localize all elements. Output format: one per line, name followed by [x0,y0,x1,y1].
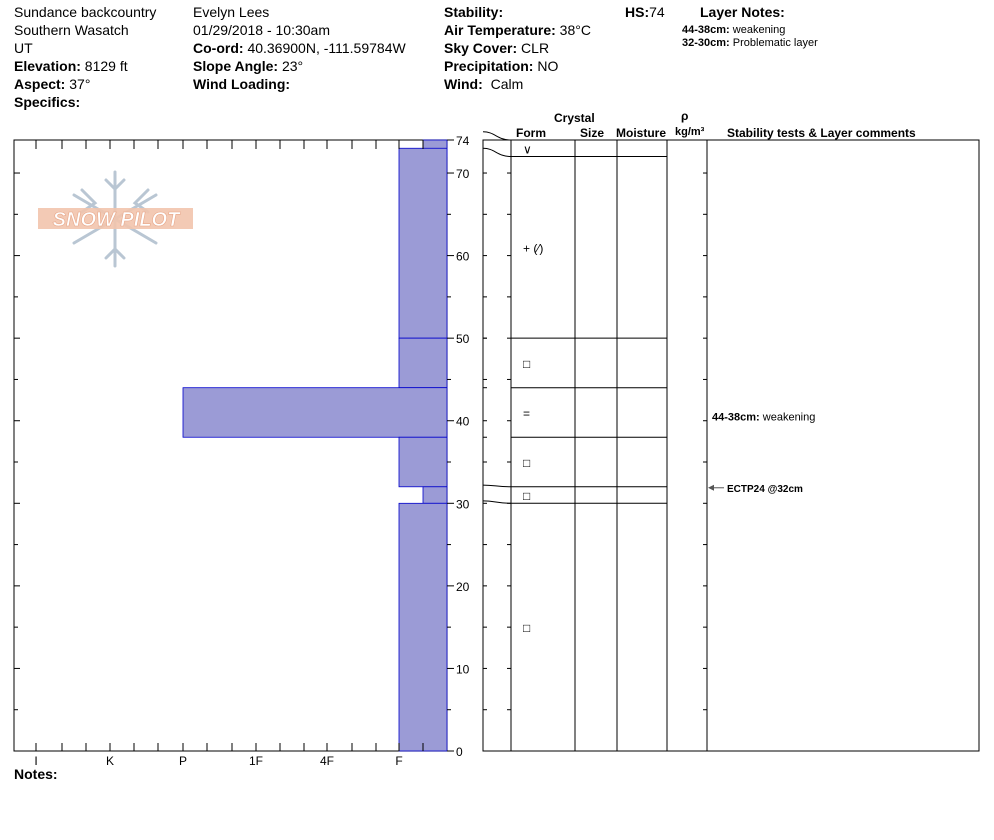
hardness-label: 1F [249,754,263,768]
density-unit-header: kg/m³ [675,126,705,138]
hs-value: 74 [649,4,665,20]
sky-label: Sky Cover: [444,40,518,56]
height-tick-label: 30 [456,497,470,511]
height-tick-label: 20 [456,580,470,594]
hardness-label: P [179,754,187,768]
layer-note-range: 32-30cm: [682,37,730,49]
stability-test-label: ECTP24 @32cm [727,484,803,495]
precip-label: Precipitation: [444,58,534,74]
hardness-bar [398,337,448,389]
air-temp-value: 38°C [559,22,591,38]
state: UT [14,40,33,56]
hardness-label: F [395,754,402,768]
size-header: Size [580,126,605,140]
grain-form-symbol: + (⁄) [523,241,543,255]
coord-label: Co-ord: [193,40,244,56]
grain-form-symbol: □ [523,456,530,470]
elevation-label: Elevation: [14,58,81,74]
coord-value: 40.36900N, -111.59784W [247,40,406,56]
sky-value: CLR [521,40,550,56]
hardness-bar [398,147,448,339]
wind-loading-label: Wind Loading: [193,76,291,92]
stability-comments-header: Stability tests & Layer comments [727,126,916,140]
layer-notes-title: Layer Notes: [700,4,785,20]
height-tick-label: 70 [456,167,470,181]
hardness-bar [422,486,448,504]
height-tick-label: 10 [456,662,470,676]
notes-label: Notes: [14,766,58,782]
layer-connector-line [482,131,512,141]
layer-connector-line [482,500,512,504]
stability-label: Stability: [444,4,504,20]
slope-label: Slope Angle: [193,58,279,74]
grain-form-symbol: □ [523,489,530,503]
hardness-bar [398,502,448,752]
height-tick-label: 50 [456,332,470,346]
wind-value: Calm [490,76,524,92]
elevation-value: 8129 ft [84,58,128,74]
specifics-label: Specifics: [14,94,81,110]
height-tick-label: 40 [456,415,470,429]
precip-value: NO [537,58,559,74]
slope-value: 23° [281,58,304,74]
slope-angle: Slope Angle: 23° [193,58,303,74]
height-tick-label: 0 [456,745,463,759]
layer-comment-text: weakening [762,412,816,424]
logo-text: SNOW PILOT [53,209,181,231]
wind: Wind: Calm [444,76,523,92]
hardness-label: K [106,754,114,768]
form-header: Form [516,126,546,140]
hardness-label: I [34,754,37,768]
observer: Evelyn Lees [193,4,270,20]
layer-note-2: 32-30cm: Problematic layer [682,37,818,50]
grain-form-symbol: ∨ [523,142,532,156]
layer-note-text: weakening [732,24,786,36]
height-tick-label: 74 [456,134,470,148]
height-tick-label: 60 [456,250,470,264]
layer-note-1: 44-38cm: weakening [682,24,785,37]
grain-form-symbol: = [523,406,530,420]
air-temperature: Air Temperature: 38°C [444,22,591,38]
elevation: Elevation: 8129 ft [14,58,128,74]
layer-connector-line [482,147,512,158]
grain-form-symbol: □ [523,621,530,635]
layer-note-text: Problematic layer [732,37,818,49]
aspect-value: 37° [69,76,91,92]
logo-banner [38,208,193,229]
rho-header: ρ [681,109,689,123]
grain-form-symbol: □ [523,357,530,371]
range: Southern Wasatch [14,22,129,38]
snow-height: HS:74 [625,4,665,20]
hardness-bar [398,436,448,488]
sky-cover: Sky Cover: CLR [444,40,549,56]
crystal-header: Crystal [554,111,595,125]
aspect-label: Aspect: [14,76,66,92]
hardness-label: 4F [320,754,334,768]
aspect: Aspect: 37° [14,76,90,92]
profile-table-frame [482,139,980,752]
precipitation: Precipitation: NO [444,58,558,74]
datetime: 01/29/2018 - 10:30am [193,22,330,38]
layer-connector-line [482,484,512,488]
location: Sundance backcountry [14,4,157,20]
wind-label: Wind: [444,76,483,92]
moisture-header: Moisture [616,126,667,140]
layer-comment-range: 44-38cm: [712,412,763,424]
layer-note-range: 44-38cm: [682,24,730,36]
hs-label: HS: [625,4,650,20]
layer-comment: 44-38cm: weakening [712,412,815,424]
hardness-plot-frame [13,139,448,752]
arrow-head-icon [708,484,714,491]
coordinates: Co-ord: 40.36900N, -111.59784W [193,40,406,56]
hardness-bar [182,387,448,438]
air-temp-label: Air Temperature: [444,22,556,38]
